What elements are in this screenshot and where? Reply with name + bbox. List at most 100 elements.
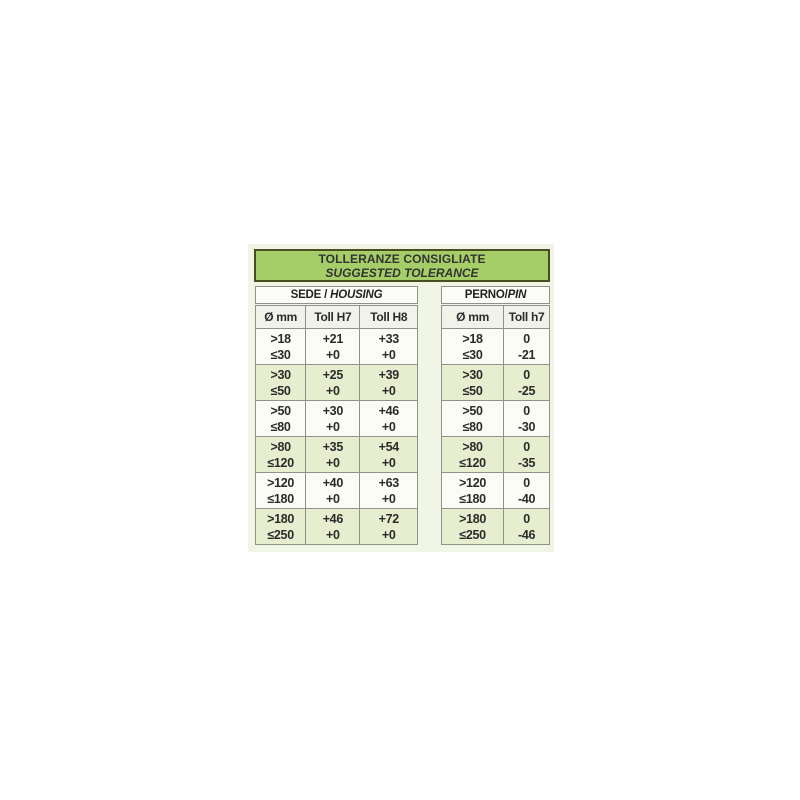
h7-cell: 0 -35 xyxy=(503,436,550,473)
tolerance-panel: TOLLERANZE CONSIGLIATE SUGGESTED TOLERAN… xyxy=(248,244,554,552)
h7-cell: 0 -30 xyxy=(503,400,550,437)
diameter-cell: >80 ≤120 xyxy=(440,436,505,473)
h8-cell: +54 +0 xyxy=(359,436,418,473)
h7-cell: 0 -40 xyxy=(503,472,550,509)
cell-line: +72 xyxy=(378,511,400,526)
cell-line: +40 xyxy=(322,475,344,490)
h7-cell: +21 +0 xyxy=(305,328,361,365)
housing-col-h7: Toll H7 xyxy=(305,305,361,329)
cell-line: +35 xyxy=(322,439,344,454)
pin-col-h7: Toll h7 xyxy=(503,305,550,329)
cell-line: +39 xyxy=(378,367,400,382)
diameter-cell: >50 ≤80 xyxy=(254,400,307,437)
housing-row: >50 ≤80 +30 +0 +46 +0 xyxy=(254,400,418,437)
title-bar: TOLLERANZE CONSIGLIATE SUGGESTED TOLERAN… xyxy=(254,249,550,282)
h7-cell: +25 +0 xyxy=(305,364,361,401)
cell-line: >180 xyxy=(267,511,295,526)
cell-line: ≤250 xyxy=(267,527,294,542)
cell-line: ≤80 xyxy=(270,419,291,434)
cell-line: +0 xyxy=(326,527,340,542)
cell-line: +33 xyxy=(378,331,400,346)
housing-row: >80 ≤120 +35 +0 +54 +0 xyxy=(254,436,418,473)
cell-line: ≤50 xyxy=(462,383,483,398)
housing-table: Ø mm Toll H7 Toll H8 >18 ≤30 +21 +0 +33 +0 … xyxy=(254,305,418,545)
cell-line: 0 xyxy=(523,475,530,490)
diameter-cell: >30 ≤50 xyxy=(440,364,505,401)
cell-line: ≤180 xyxy=(267,491,294,506)
cell-line: +30 xyxy=(322,403,344,418)
cell-line: >120 xyxy=(459,475,487,490)
cell-line: >180 xyxy=(459,511,487,526)
h7-cell: 0 -21 xyxy=(503,328,550,365)
h8-cell: +39 +0 xyxy=(359,364,418,401)
cell-line: ≤80 xyxy=(462,419,483,434)
cell-line: +0 xyxy=(381,455,396,470)
cell-line: ≤250 xyxy=(459,527,486,542)
cell-line: +0 xyxy=(326,383,340,398)
diameter-cell: >120 ≤180 xyxy=(254,472,307,509)
cell-line: +46 xyxy=(378,403,400,418)
title-english: SUGGESTED TOLERANCE xyxy=(325,266,479,280)
cell-line: +63 xyxy=(378,475,400,490)
pin-row: >120 ≤180 0 -40 xyxy=(440,472,550,509)
cell-line: -25 xyxy=(517,383,536,398)
h7-cell: 0 -46 xyxy=(503,508,550,545)
diameter-cell: >50 ≤80 xyxy=(440,400,505,437)
cell-line: +0 xyxy=(326,419,340,434)
pin-label-roman: PERNO/ xyxy=(464,289,508,301)
housing-header-row: Ø mm Toll H7 Toll H8 xyxy=(254,305,418,329)
housing-label-italic: HOUSING xyxy=(330,289,383,301)
cell-line: 0 xyxy=(523,511,530,526)
h7-cell: +40 +0 xyxy=(305,472,361,509)
cell-line: -30 xyxy=(517,419,536,434)
cell-line: >18 xyxy=(462,331,483,346)
pin-label-italic: PIN xyxy=(507,289,527,301)
cell-line: ≤120 xyxy=(459,455,486,470)
pin-header-row: Ø mm Toll h7 xyxy=(440,305,550,329)
cell-line: -46 xyxy=(517,527,536,542)
cell-line: +0 xyxy=(326,455,340,470)
cell-line: ≤50 xyxy=(270,383,291,398)
housing-col-h8: Toll H8 xyxy=(359,305,418,329)
h8-cell: +63 +0 xyxy=(359,472,418,509)
pin-table: Ø mm Toll h7 >18 ≤30 0 -21 >30 ≤50 0 -25 >50… xyxy=(440,305,550,545)
pin-row: >30 ≤50 0 -25 xyxy=(440,364,550,401)
cell-line: 0 xyxy=(523,331,530,346)
cell-line: >30 xyxy=(462,367,483,382)
diameter-cell: >120 ≤180 xyxy=(440,472,505,509)
cell-line: +0 xyxy=(381,383,396,398)
cell-line: >50 xyxy=(270,403,291,418)
cell-line: >80 xyxy=(270,439,291,454)
cell-line: -35 xyxy=(517,455,536,470)
cell-line: +0 xyxy=(326,347,340,362)
pin-row: >80 ≤120 0 -35 xyxy=(440,436,550,473)
diameter-cell: >180 ≤250 xyxy=(254,508,307,545)
cell-line: +0 xyxy=(381,419,396,434)
cell-line: +25 xyxy=(322,367,344,382)
h8-cell: +46 +0 xyxy=(359,400,418,437)
cell-line: 0 xyxy=(523,367,530,382)
housing-row: >120 ≤180 +40 +0 +63 +0 xyxy=(254,472,418,509)
pin-col-diameter: Ø mm xyxy=(440,305,505,329)
diameter-cell: >80 ≤120 xyxy=(254,436,307,473)
cell-line: -21 xyxy=(517,347,536,362)
h7-cell: +46 +0 xyxy=(305,508,361,545)
diameter-cell: >18 ≤30 xyxy=(440,328,505,365)
cell-line: ≤120 xyxy=(267,455,294,470)
cell-line: >120 xyxy=(267,475,295,490)
pin-row: >50 ≤80 0 -30 xyxy=(440,400,550,437)
cell-line: +0 xyxy=(381,491,396,506)
cell-line: ≤30 xyxy=(462,347,483,362)
h7-cell: +35 +0 xyxy=(305,436,361,473)
cell-line: 0 xyxy=(523,439,530,454)
diameter-cell: >18 ≤30 xyxy=(254,328,307,365)
cell-line: +46 xyxy=(322,511,344,526)
cell-line: -40 xyxy=(517,491,536,506)
housing-row: >30 ≤50 +25 +0 +39 +0 xyxy=(254,364,418,401)
cell-line: ≤180 xyxy=(459,491,486,506)
diameter-cell: >30 ≤50 xyxy=(254,364,307,401)
housing-row: >18 ≤30 +21 +0 +33 +0 xyxy=(254,328,418,365)
cell-line: >50 xyxy=(462,403,483,418)
housing-label-roman: SEDE / xyxy=(290,289,331,301)
pin-row: >18 ≤30 0 -21 xyxy=(440,328,550,365)
